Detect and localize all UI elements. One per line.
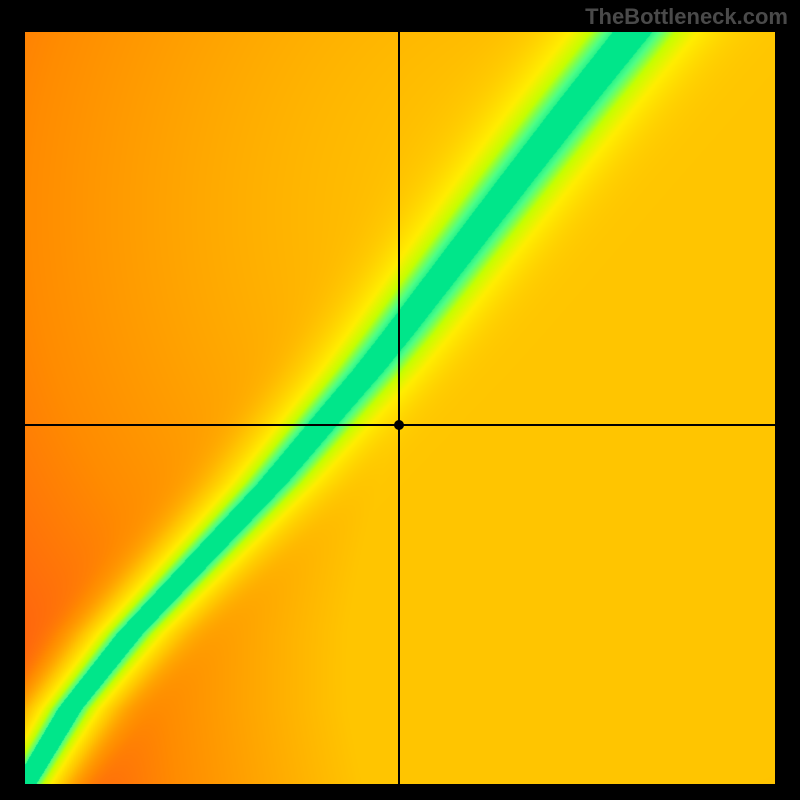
heatmap-plot <box>25 32 775 784</box>
watermark-text: TheBottleneck.com <box>585 4 788 30</box>
crosshair-vertical <box>398 32 400 784</box>
crosshair-marker <box>394 420 404 430</box>
heatmap-canvas <box>25 32 775 784</box>
